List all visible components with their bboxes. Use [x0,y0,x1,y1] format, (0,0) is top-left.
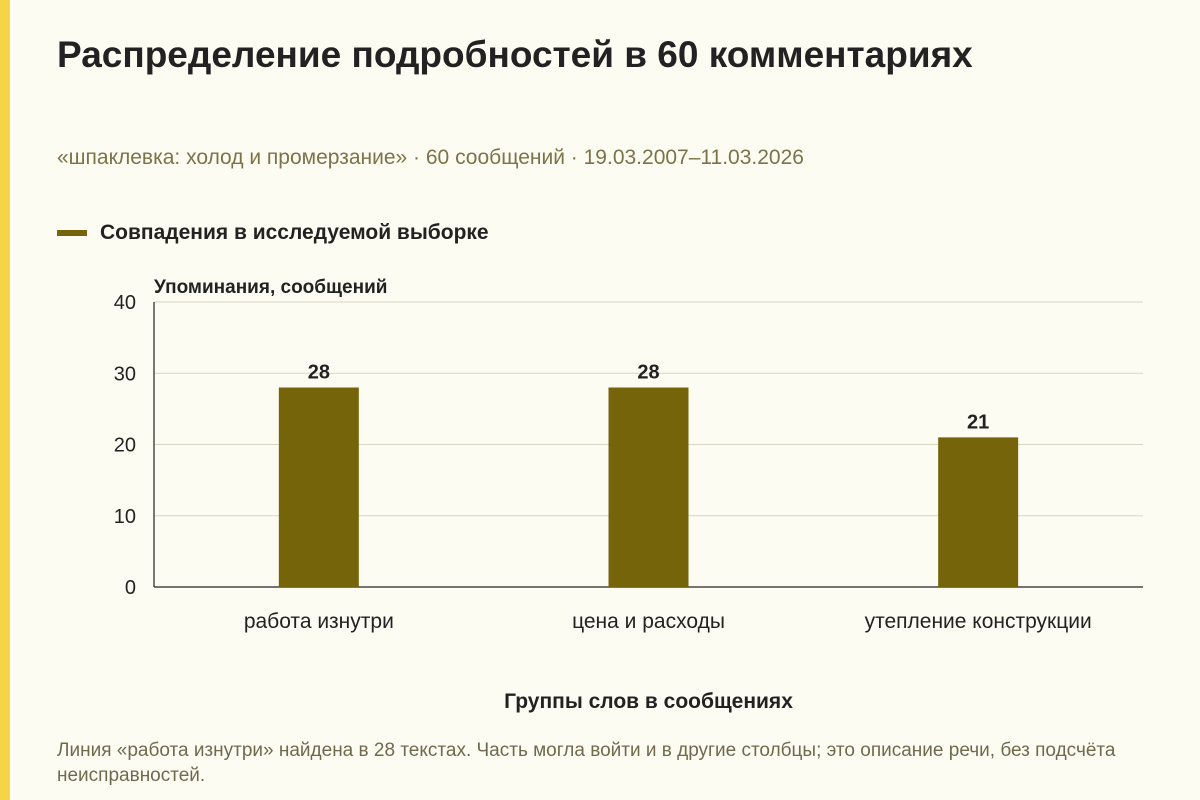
legend-swatch [57,230,87,236]
y-tick-label-0: 0 [125,577,136,599]
bar-1 [278,387,359,587]
x-tick-label-1: работа изнутри [244,610,394,633]
y-tick-label-30: 30 [114,363,136,385]
y-tick-label-40: 40 [114,292,136,314]
y-tick-label-20: 20 [114,435,136,457]
legend: Совпадения в исследуемой выборке [57,218,489,248]
legend-label: Совпадения в исследуемой выборке [100,221,489,244]
bar-3 [938,437,1019,587]
chart-subtitle: «шпаклевка: холод и промерзание» · 60 со… [57,146,804,169]
x-tick-label-2: цена и расходы [572,610,725,633]
chart-title: Распределение подробностей в 60 коммента… [57,34,973,75]
bar-2 [608,387,689,587]
y-tick-label-10: 10 [114,506,136,528]
bar-chart: 0 10 20 30 40 Упоминания, сообщений 28 работа и… [114,277,1143,713]
y-axis-label: Упоминания, сообщений [154,277,387,298]
data-label-3: 21 [967,411,989,433]
data-label-1: 28 [308,362,330,384]
footnote: Линия «работа изнутри» найдена в 28 текс… [57,740,1116,786]
x-axis-label: Группы слов в сообщениях [504,690,793,713]
accent-strip [0,0,10,800]
x-tick-label-3: утепление конструкции [865,610,1092,633]
data-label-2: 28 [637,362,659,384]
